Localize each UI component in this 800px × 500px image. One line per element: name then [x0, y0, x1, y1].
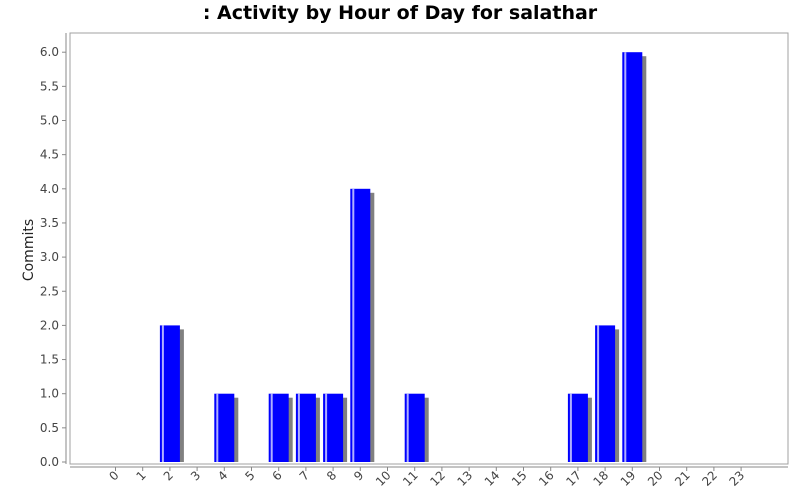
bar-4	[214, 393, 239, 462]
x-tick-label: 3	[188, 468, 203, 483]
x-tick-label: 19	[618, 468, 639, 489]
x-axis: 0 1 2 3 4 5 6 7 8 9 10 11 12 13 14 15 16 17 18 19 20 21 22 23	[70, 466, 788, 489]
y-tick-label: 0.0	[40, 455, 59, 469]
x-tick-label: 23	[727, 468, 748, 489]
bar	[350, 188, 371, 463]
x-tick-label: 13	[455, 468, 476, 489]
bar	[159, 325, 180, 462]
x-tick-label: 12	[427, 468, 448, 489]
x-tick-label: 5	[242, 468, 257, 483]
bar-highlight	[297, 393, 300, 462]
bar-highlight	[624, 52, 627, 462]
bars	[159, 52, 647, 463]
bar-highlight	[406, 393, 409, 462]
y-axis: 0.0 0.5 1.0 1.5 2.0 2.5 3.0 3.5 4.0 4.5 5.0 5.5 6.0	[40, 33, 67, 469]
x-tick-label: 9	[351, 468, 366, 483]
bar-highlight	[569, 393, 572, 462]
y-tick-label: 6.0	[40, 45, 59, 59]
x-tick-label: 21	[672, 468, 693, 489]
bar-highlight	[325, 393, 328, 462]
bar-9	[350, 188, 375, 463]
bar	[295, 393, 316, 462]
bar-8	[323, 393, 348, 462]
bar	[404, 393, 425, 462]
bar	[622, 52, 643, 462]
bar-highlight	[597, 325, 600, 462]
x-tick-label: 15	[509, 468, 530, 489]
x-tick-label: 14	[482, 468, 503, 489]
bar-highlight	[352, 188, 355, 463]
x-tick-label: 7	[297, 468, 312, 483]
bar-19	[622, 52, 647, 462]
bar	[268, 393, 289, 462]
y-tick-label: 2.5	[40, 284, 59, 298]
y-tick-label: 0.5	[40, 421, 59, 435]
x-tick-label: 2	[161, 468, 176, 483]
x-tick-label: 10	[373, 468, 394, 489]
y-tick-label: 3.5	[40, 216, 59, 230]
bar-highlight	[161, 325, 164, 462]
y-axis-label: Commits	[21, 219, 37, 281]
x-tick-label: 20	[645, 468, 666, 489]
x-tick-label: 18	[591, 468, 612, 489]
y-tick-label: 5.0	[40, 114, 59, 128]
bar-2	[159, 325, 184, 462]
x-tick-label: 8	[324, 468, 339, 483]
bar-highlight	[216, 393, 219, 462]
bar-6	[268, 393, 293, 462]
bar-11	[404, 393, 429, 462]
x-tick-label: 1	[134, 468, 149, 483]
y-tick-label: 1.0	[40, 387, 59, 401]
plot-border	[69, 32, 789, 465]
bar-17	[567, 393, 592, 462]
bar-7	[295, 393, 320, 462]
x-tick-label: 16	[536, 468, 557, 489]
x-tick-label: 22	[699, 468, 720, 489]
plot-area	[69, 32, 789, 465]
x-tick-label: 11	[400, 468, 421, 489]
bar	[214, 393, 235, 462]
bar-18	[595, 325, 620, 462]
x-tick-label: 4	[215, 468, 230, 483]
x-tick-label: 17	[563, 468, 584, 489]
chart-title: : Activity by Hour of Day for salathar	[202, 2, 598, 24]
y-tick-label: 1.5	[40, 353, 59, 367]
y-tick-label: 2.0	[40, 318, 59, 332]
y-tick-label: 5.5	[40, 79, 59, 93]
bar	[323, 393, 344, 462]
bar-highlight	[270, 393, 273, 462]
y-tick-label: 3.0	[40, 250, 59, 264]
bar	[567, 393, 588, 462]
y-tick-label: 4.0	[40, 182, 59, 196]
x-tick-label: 6	[270, 468, 285, 483]
x-tick-label: 0	[106, 468, 121, 483]
y-tick-label: 4.5	[40, 148, 59, 162]
bar	[595, 325, 616, 462]
